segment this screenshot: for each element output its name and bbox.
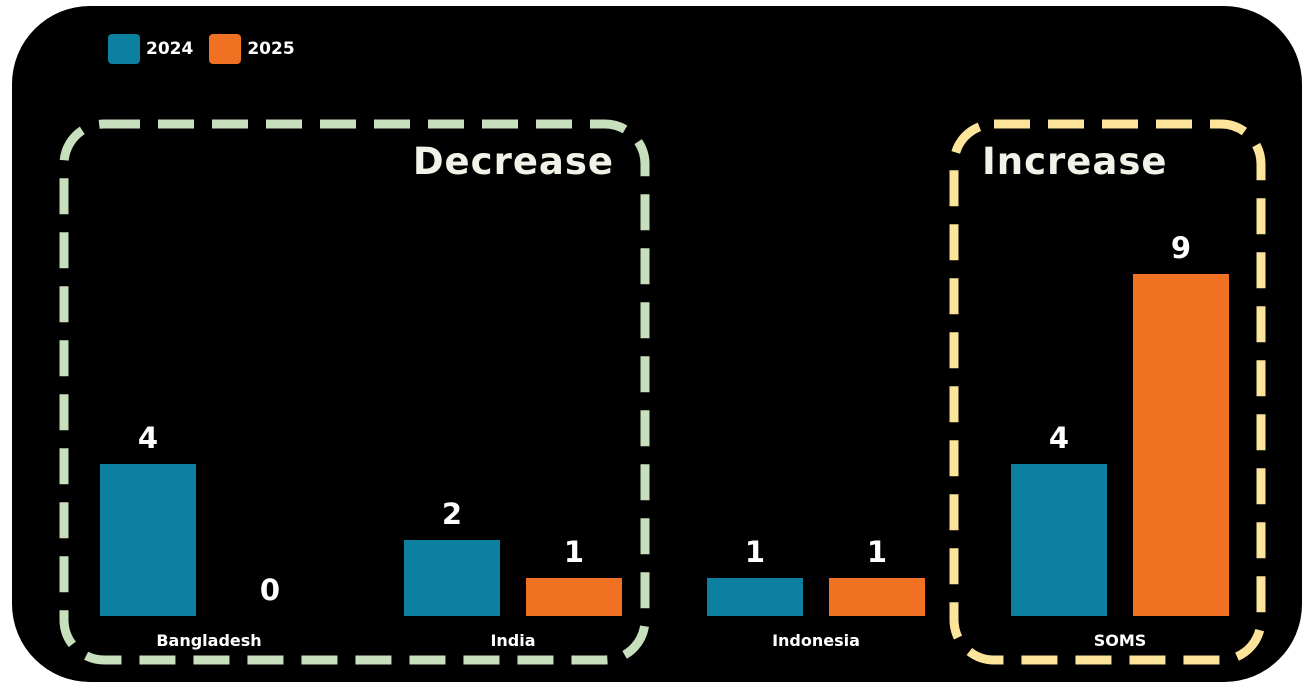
bar-india-2025 [526, 578, 622, 616]
bar-indonesia-2024 [707, 578, 803, 616]
decrease-box [59, 119, 650, 665]
labels-group: 4 0 Bangladesh 2 1 India 1 1 Indonesia 4 9 SOMS [138, 231, 1191, 650]
legend-item-2024: 2024 [108, 34, 193, 64]
bar-soms-2024 [1011, 464, 1107, 616]
bar-india-2024 [404, 540, 500, 616]
category-label-india: India [490, 631, 535, 650]
chart-legend: 2024 2025 [108, 34, 295, 64]
value-label-bangladesh-2025: 0 [260, 573, 280, 607]
category-label-bangladesh: Bangladesh [156, 631, 261, 650]
legend-label-2025: 2025 [247, 39, 295, 59]
legend-swatch-2025 [209, 34, 242, 64]
increase-box [949, 119, 1266, 665]
bars-group [100, 274, 1229, 616]
value-label-india-2024: 2 [442, 497, 462, 531]
legend-label-2024: 2024 [146, 39, 194, 59]
increase-box-title: Increase [982, 140, 1167, 183]
decrease-box-title: Decrease [413, 140, 614, 183]
legend-item-2025: 2025 [209, 34, 295, 64]
value-label-indonesia-2024: 1 [745, 535, 765, 569]
value-label-india-2025: 1 [564, 535, 584, 569]
bar-soms-2025 [1133, 274, 1229, 616]
bar-bangladesh-2024 [100, 464, 196, 616]
bar-indonesia-2025 [829, 578, 925, 616]
legend-swatch-2024 [108, 34, 140, 64]
value-label-bangladesh-2024: 4 [138, 421, 158, 455]
value-label-indonesia-2025: 1 [867, 535, 887, 569]
value-label-soms-2024: 4 [1049, 421, 1069, 455]
category-label-soms: SOMS [1094, 631, 1147, 650]
value-label-soms-2025: 9 [1171, 231, 1191, 265]
category-label-indonesia: Indonesia [772, 631, 860, 650]
